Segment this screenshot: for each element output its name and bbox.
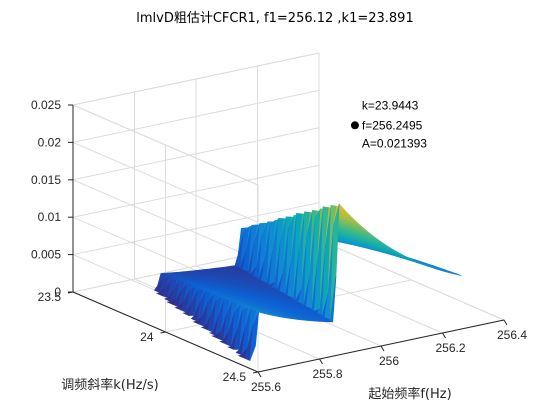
z-tick-label: 0.02 xyxy=(38,135,62,149)
x-tick-mark xyxy=(319,358,323,365)
y-tick-label: 23.5 xyxy=(38,290,62,304)
tick-labels: 255.6 255.8 256 256.2 256.4 23.5 24 24.5 0 0.005 0… xyxy=(31,98,527,394)
y-axis-label: 调频斜率k(Hz/s) xyxy=(61,377,158,393)
chart-title: lmlvD粗估计CFCR1, f1=256.12 ,k1=23.891 xyxy=(136,11,413,26)
datatip-amplitude: A=0.021393 xyxy=(362,136,427,150)
grid-line-z xyxy=(72,52,320,106)
x-tick-mark xyxy=(442,332,446,339)
x-tick-label: 255.8 xyxy=(312,367,342,381)
grid-line-z xyxy=(72,89,320,143)
z-tick-label: 0.01 xyxy=(38,210,62,224)
grid-line-z xyxy=(72,202,320,256)
x-tick-label: 255.6 xyxy=(251,380,281,394)
y-tick-mark xyxy=(252,371,259,374)
datatip-marker[interactable] xyxy=(350,121,359,130)
grid-line-z xyxy=(72,141,259,223)
x-tick-label: 256.2 xyxy=(435,341,465,355)
surface-patch xyxy=(249,311,259,361)
x-tick-mark xyxy=(380,345,385,352)
grid-lines xyxy=(71,52,506,373)
axes xyxy=(67,104,508,378)
x-tick-mark xyxy=(503,319,508,326)
x-tick-label: 256 xyxy=(379,354,399,368)
datatip[interactable]: k=23.9443 f=256.2495 A=0.021393 xyxy=(350,98,427,150)
surface-plot xyxy=(153,203,462,362)
z-tick-label: 0.025 xyxy=(31,98,61,112)
y-tick-mark xyxy=(160,331,166,334)
grid-line-z xyxy=(72,104,259,186)
grid-line-z xyxy=(72,164,320,218)
grid-line-z xyxy=(72,179,259,261)
x-tick-mark xyxy=(257,371,262,378)
datatip-f: f=256.2495 xyxy=(362,118,423,132)
datatip-k: k=23.9443 xyxy=(362,98,419,112)
y-tick-label: 24 xyxy=(140,330,154,344)
z-tick-label: 0.015 xyxy=(31,173,61,187)
z-tick-label: 0 xyxy=(54,285,61,299)
x-axis-label: 起始频率f(Hz) xyxy=(368,386,451,402)
z-tick-label: 0.005 xyxy=(31,248,61,262)
x-tick-label: 256.4 xyxy=(497,328,527,342)
grid-line-z xyxy=(72,127,320,181)
y-tick-label: 24.5 xyxy=(223,370,247,384)
